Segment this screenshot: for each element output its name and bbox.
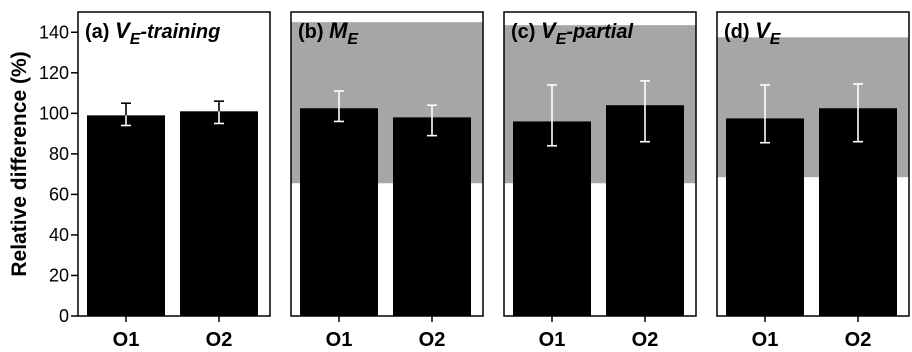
panel-title-main: V — [115, 18, 132, 43]
y-tick-label: 0 — [59, 306, 69, 326]
panel-title-sub: E — [770, 31, 782, 48]
bar-o2 — [819, 108, 897, 317]
bar-o2 — [180, 111, 258, 316]
error-bar — [427, 104, 437, 137]
panel-frame — [716, 11, 910, 317]
bar-o1 — [300, 108, 378, 317]
x-tick-label: O1 — [326, 329, 353, 351]
panel-title-main: V — [755, 18, 772, 43]
y-tick-label: 140 — [39, 22, 69, 42]
panel-title-sub: E — [556, 31, 568, 48]
error-bar — [640, 80, 650, 143]
error-bar — [547, 84, 557, 147]
panel-frame — [290, 11, 484, 317]
x-tick-label: O2 — [419, 329, 446, 351]
panel-title: (d) VE — [724, 18, 782, 48]
x-tick-label: O2 — [845, 329, 872, 351]
panel-title-rest: -partial — [566, 21, 633, 43]
x-tick-label: O1 — [113, 329, 140, 351]
y-tick-label: 20 — [49, 265, 69, 285]
panel-frame — [503, 11, 697, 317]
bar-o2 — [393, 117, 471, 317]
panel-title: (a) VE-training — [85, 18, 220, 48]
panel-c: O1 O2 (c) VE-partial — [503, 11, 697, 351]
panel-label: (c) — [511, 21, 541, 43]
panel-a: O1 O2 (a) VE-training — [77, 11, 271, 351]
panel-title: (b) ME — [298, 18, 359, 48]
bar-o1 — [87, 115, 165, 316]
panel-label: (a) — [85, 21, 115, 43]
x-tick-label: O1 — [539, 329, 566, 351]
error-bar — [121, 102, 131, 127]
error-bar — [214, 100, 224, 125]
bar-o1 — [726, 118, 804, 317]
x-tick-label: O2 — [632, 329, 659, 351]
panel-frame — [77, 11, 271, 317]
y-tick-label: 60 — [49, 184, 69, 204]
x-tick-label: O1 — [752, 329, 779, 351]
panel-d: O1 O2 (d) VE — [716, 11, 910, 351]
panel-title-main: M — [329, 18, 348, 43]
y-tick-label: 80 — [49, 144, 69, 164]
y-tick-label: 120 — [39, 63, 69, 83]
error-bar — [334, 90, 344, 123]
panel-title: (c) VE-partial — [511, 18, 633, 48]
panel-title-main: V — [541, 18, 558, 43]
panel-title-sub: E — [347, 31, 359, 48]
y-tick-label: 100 — [39, 103, 69, 123]
y-axis-label: Relative difference (%) — [8, 51, 31, 276]
bar-o1 — [513, 121, 591, 316]
x-tick-label: O2 — [206, 329, 233, 351]
error-bar — [760, 84, 770, 144]
y-tick-label: 40 — [49, 225, 69, 245]
error-bar — [853, 83, 863, 143]
panel-b: O1 O2 (b) ME — [290, 11, 484, 351]
panel-label: (d) — [724, 21, 755, 43]
panel-label: (b) — [298, 21, 329, 43]
y-axis: 0 20 40 60 80 100 120 140 — [39, 22, 78, 326]
panel-title-rest: -training — [140, 21, 220, 43]
panel-title-sub: E — [130, 31, 142, 48]
